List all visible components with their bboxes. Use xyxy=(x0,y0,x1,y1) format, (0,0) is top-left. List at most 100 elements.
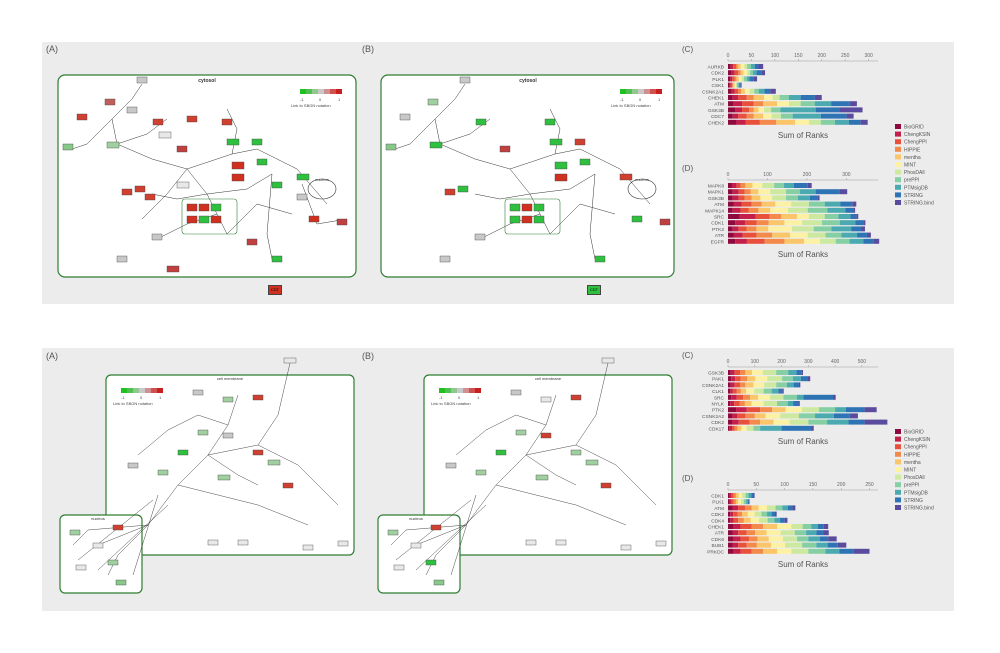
gene-node[interactable] xyxy=(619,173,633,181)
gene-node[interactable] xyxy=(554,161,568,170)
sbgn-link[interactable]: Link to SBGN notation xyxy=(611,103,651,108)
sbgn-link[interactable]: Link to SBGN notation xyxy=(291,103,331,108)
gene-node[interactable] xyxy=(197,429,209,436)
gene-node[interactable] xyxy=(115,579,127,586)
gene-node[interactable] xyxy=(158,131,172,139)
gene-node[interactable] xyxy=(144,193,156,201)
gene-node[interactable] xyxy=(231,173,245,182)
gene-node[interactable] xyxy=(112,524,124,531)
gene-node[interactable] xyxy=(515,429,527,436)
gene-node[interactable] xyxy=(76,113,88,121)
gene-node[interactable] xyxy=(439,255,451,263)
gene-node[interactable] xyxy=(445,462,457,469)
gene-node[interactable] xyxy=(475,118,487,126)
gene-node[interactable] xyxy=(176,145,188,153)
gene-node[interactable] xyxy=(302,544,314,551)
gene-node[interactable] xyxy=(393,564,405,571)
gene-node[interactable] xyxy=(620,544,632,551)
gene-node[interactable] xyxy=(252,449,264,456)
gene-node[interactable] xyxy=(594,255,606,263)
gene-node[interactable] xyxy=(433,579,445,586)
gene-node[interactable] xyxy=(136,76,148,84)
gene-node[interactable] xyxy=(116,255,128,263)
gene-node[interactable] xyxy=(246,238,258,246)
gene-node[interactable] xyxy=(495,449,507,456)
gene-node[interactable] xyxy=(152,118,164,126)
gene-node[interactable] xyxy=(126,106,138,114)
gene-node[interactable] xyxy=(555,539,567,546)
gene-node[interactable] xyxy=(62,143,74,151)
footer-gene-node[interactable]: CDT xyxy=(587,285,601,295)
gene-node[interactable] xyxy=(659,218,671,226)
gene-node[interactable] xyxy=(256,158,268,166)
gene-node[interactable] xyxy=(127,462,139,469)
gene-node[interactable] xyxy=(308,215,320,223)
gene-node[interactable] xyxy=(231,161,245,170)
gene-node[interactable] xyxy=(549,138,563,146)
sbgn-link[interactable]: Link to SBGN notation xyxy=(113,401,153,406)
gene-node[interactable] xyxy=(217,474,231,481)
gene-node[interactable] xyxy=(535,474,549,481)
gene-node[interactable] xyxy=(237,539,249,546)
gene-node[interactable] xyxy=(510,389,522,396)
gene-node[interactable] xyxy=(296,173,310,181)
gene-node[interactable] xyxy=(252,394,264,401)
footer-gene-node-a[interactable]: CDT xyxy=(268,285,282,295)
gene-node[interactable] xyxy=(107,559,119,566)
gene-node[interactable] xyxy=(554,173,568,182)
gene-node[interactable] xyxy=(427,98,439,106)
gene-node[interactable] xyxy=(283,357,297,364)
gene-node[interactable] xyxy=(207,539,219,546)
gene-node[interactable] xyxy=(499,145,511,153)
gene-node[interactable] xyxy=(104,98,116,106)
gene-node[interactable] xyxy=(387,529,399,536)
gene-node[interactable] xyxy=(540,432,552,439)
gene-node[interactable] xyxy=(585,459,599,466)
gene-node[interactable] xyxy=(251,138,263,146)
gene-node[interactable] xyxy=(271,255,283,263)
gene-node[interactable] xyxy=(151,233,163,241)
gene-node[interactable] xyxy=(600,482,612,489)
gene-node[interactable] xyxy=(176,181,190,189)
gene-node[interactable] xyxy=(166,265,180,273)
gene-node[interactable] xyxy=(474,233,486,241)
gene-node[interactable] xyxy=(655,540,667,547)
gene-node[interactable] xyxy=(121,188,133,196)
gene-node[interactable] xyxy=(430,524,442,531)
gene-node[interactable] xyxy=(221,118,233,126)
gene-node[interactable] xyxy=(475,469,487,476)
gene-node[interactable] xyxy=(459,76,471,84)
gene-node[interactable] xyxy=(222,396,234,403)
gene-node[interactable] xyxy=(106,141,120,149)
gene-node[interactable] xyxy=(296,193,308,201)
gene-node[interactable] xyxy=(226,138,240,146)
gene-node[interactable] xyxy=(177,449,189,456)
gene-node[interactable] xyxy=(570,449,582,456)
gene-node[interactable] xyxy=(222,432,234,439)
gene-node[interactable] xyxy=(399,113,411,121)
gene-node[interactable] xyxy=(186,115,198,123)
gene-node[interactable] xyxy=(271,181,283,189)
gene-node[interactable] xyxy=(410,542,422,549)
gene-node[interactable] xyxy=(429,141,443,149)
gene-node[interactable] xyxy=(75,564,87,571)
gene-node[interactable] xyxy=(385,143,397,151)
sbgn-link[interactable]: Link to SBGN notation xyxy=(431,401,471,406)
gene-node[interactable] xyxy=(579,158,591,166)
gene-node[interactable] xyxy=(574,138,586,146)
gene-node[interactable] xyxy=(570,394,582,401)
gene-node[interactable] xyxy=(525,539,537,546)
gene-node[interactable] xyxy=(134,185,146,193)
gene-node[interactable] xyxy=(631,215,643,223)
gene-node[interactable] xyxy=(192,389,204,396)
gene-node[interactable] xyxy=(544,118,556,126)
gene-node[interactable] xyxy=(540,396,552,403)
gene-node[interactable] xyxy=(157,469,169,476)
gene-node[interactable] xyxy=(336,218,348,226)
gene-node[interactable] xyxy=(425,559,437,566)
gene-node[interactable] xyxy=(69,529,81,536)
gene-node[interactable] xyxy=(444,188,456,196)
gene-node[interactable] xyxy=(267,459,281,466)
gene-node[interactable] xyxy=(457,185,469,193)
gene-node[interactable] xyxy=(601,357,615,364)
